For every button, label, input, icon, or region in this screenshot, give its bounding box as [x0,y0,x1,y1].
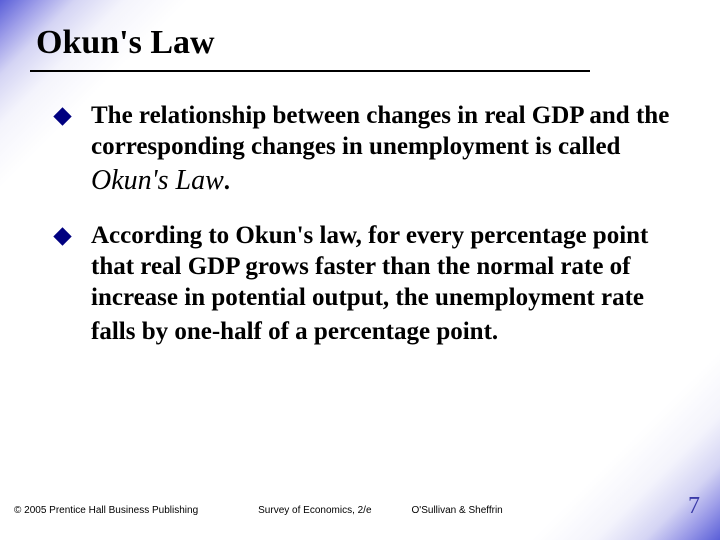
footer-authors: O'Sullivan & Sheffrin [412,505,503,516]
content-area: The relationship between changes in real… [28,100,692,348]
bullet-post: . [224,168,230,195]
footer-book: Survey of Economics, 2/e [258,505,371,516]
page-number: 7 [688,493,700,520]
bullet-item: The relationship between changes in real… [56,100,682,198]
bullet-term: Okun's Law [91,165,224,196]
slide-container: Okun's Law The relationship between chan… [0,0,720,540]
title-underline [30,70,590,72]
bullet-pre: According to Okun's law, for every perce… [91,222,648,346]
bullet-text: According to Okun's law, for every perce… [91,220,682,349]
footer-copyright: © 2005 Prentice Hall Business Publishing [14,505,198,516]
slide-title: Okun's Law [36,24,692,62]
bullet-pre: The relationship between changes in real… [91,102,669,160]
diamond-bullet-icon [53,107,71,125]
bullet-text: The relationship between changes in real… [91,100,682,198]
diamond-bullet-icon [53,227,71,245]
footer: © 2005 Prentice Hall Business Publishing… [14,493,700,520]
bullet-item: According to Okun's law, for every perce… [56,220,682,349]
